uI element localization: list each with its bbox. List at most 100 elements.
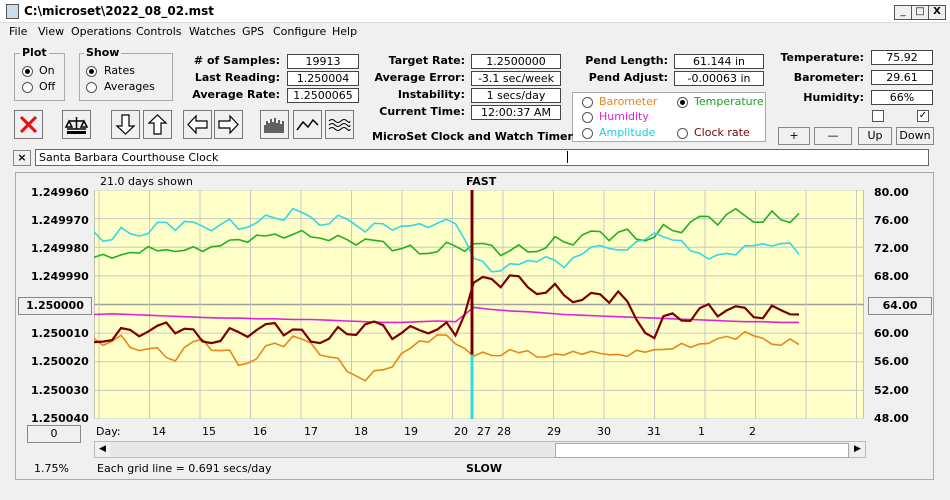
plot-off-radio[interactable] <box>22 82 33 93</box>
menu-operations[interactable]: Operations <box>71 25 132 38</box>
text-cursor <box>567 151 568 163</box>
y-right-tick: 48.00 <box>874 412 909 425</box>
last-reading-value: 1.250004 <box>287 71 359 86</box>
horizontal-scrollbar[interactable]: ◀ ▶ <box>94 441 866 458</box>
minimize-button[interactable]: _ <box>894 5 912 20</box>
clock-name-input[interactable]: Santa Barbara Courthouse Clock <box>35 149 929 166</box>
calibrate-button[interactable] <box>62 110 91 139</box>
instability-label: Instability: <box>397 88 465 101</box>
checkbox-left[interactable] <box>872 110 884 122</box>
y-right-tick: 60.00 <box>874 327 909 340</box>
temperature-radio[interactable] <box>677 97 688 108</box>
show-averages-radio[interactable] <box>86 82 97 93</box>
x-tick: 2 <box>749 425 756 438</box>
y-right-tick: 68.00 <box>874 270 909 283</box>
window-title: C:\microset\2022_08_02.mst <box>24 4 215 18</box>
y-left-tick: 1.250020 <box>31 355 89 368</box>
humidity-radio[interactable] <box>582 112 593 123</box>
zero-box[interactable]: 0 <box>27 425 81 443</box>
x-tick: 20 <box>454 425 468 438</box>
grid-note: Each grid line = 0.691 secs/day <box>97 462 272 475</box>
target-rate-value: 1.2500000 <box>471 54 561 69</box>
histogram-button[interactable] <box>260 110 289 139</box>
y-right-tick: 76.00 <box>874 214 909 227</box>
x-tick: 14 <box>152 425 166 438</box>
rate-series-line <box>94 274 800 345</box>
x-tick: 29 <box>547 425 561 438</box>
rate-chart[interactable] <box>94 190 864 419</box>
pend-adjust-label: Pend Adjust: <box>588 71 668 84</box>
menu-help[interactable]: Help <box>332 25 358 38</box>
menu-view[interactable]: View <box>38 25 65 38</box>
show-group <box>79 53 173 101</box>
menu-gps[interactable]: GPS <box>242 25 265 38</box>
red-x-icon <box>19 115 38 134</box>
y-right-tick: 52.00 <box>874 384 909 397</box>
average-error-label: Average Error: <box>374 71 465 84</box>
line-plot-button[interactable] <box>293 110 322 139</box>
scroll-right-arrow[interactable]: ▶ <box>850 442 865 457</box>
down-button[interactable]: Down <box>896 127 934 145</box>
show-rates-radio[interactable] <box>86 66 97 77</box>
samples-label: # of Samples: <box>193 54 280 67</box>
show-averages-label: Averages <box>104 80 155 93</box>
y-left-tick: 1.250010 <box>31 327 89 340</box>
line-graph-icon <box>296 118 319 131</box>
scroll-up-button[interactable] <box>143 110 172 139</box>
show-group-title: Show <box>84 46 122 59</box>
menu-file[interactable]: File <box>9 25 28 38</box>
menu-configure[interactable]: Configure <box>273 25 327 38</box>
y-right-tick: 80.00 <box>874 186 909 199</box>
arrow-up-icon <box>147 114 168 135</box>
app-caption: MicroSet Clock and Watch Timer <box>372 130 573 143</box>
current-time-label: Current Time: <box>379 105 465 118</box>
menu-watches[interactable]: Watches <box>189 25 236 38</box>
x-tick: 27 <box>477 425 491 438</box>
barometer-radio[interactable] <box>582 97 593 108</box>
scroll-thumb[interactable] <box>555 443 849 458</box>
fast-label: FAST <box>466 175 497 188</box>
arrow-down-icon <box>115 114 136 135</box>
x-tick: 28 <box>497 425 511 438</box>
clock-rate-radio[interactable] <box>677 128 688 139</box>
percent-label: 1.75% <box>34 462 69 475</box>
humidity-label: Humidity: <box>803 91 864 104</box>
close-button[interactable]: X <box>928 5 946 20</box>
zoom-in-button[interactable]: + <box>778 127 810 145</box>
scroll-down-button[interactable] <box>111 110 140 139</box>
histogram-icon <box>264 118 284 133</box>
checkbox-right[interactable]: ✓ <box>917 110 929 122</box>
plot-on-radio[interactable] <box>22 66 33 77</box>
scroll-right-button[interactable] <box>214 110 243 139</box>
plot-group <box>14 53 65 101</box>
left-scale-box[interactable]: 1.250000 <box>18 297 92 315</box>
x-tick: 19 <box>404 425 418 438</box>
slow-label: SLOW <box>466 462 503 475</box>
days-shown-label: 21.0 days shown <box>100 175 193 188</box>
scroll-left-button[interactable] <box>183 110 212 139</box>
menu-bar: File View Operations Controls Watches GP… <box>0 23 950 41</box>
scroll-left-arrow[interactable]: ◀ <box>95 442 110 457</box>
last-reading-label: Last Reading: <box>194 71 280 84</box>
y-right-tick: 72.00 <box>874 242 909 255</box>
y-right-tick: 56.00 <box>874 355 909 368</box>
y-left-tick: 1.249980 <box>31 242 89 255</box>
amplitude-radio[interactable] <box>582 128 593 139</box>
temperature-option: Temperature <box>694 95 764 108</box>
pend-length-label: Pend Length: <box>585 54 668 67</box>
clear-clock-button[interactable]: × <box>13 150 31 166</box>
right-scale-box[interactable]: 64.00 <box>868 297 932 315</box>
day-label: Day: <box>96 425 121 438</box>
zoom-out-button[interactable]: — <box>814 127 852 145</box>
up-button[interactable]: Up <box>858 127 892 145</box>
maximize-button[interactable]: □ <box>911 5 929 20</box>
temperature-series-line <box>94 207 800 259</box>
y-left-tick: 1.250040 <box>31 412 89 425</box>
wave-plot-button[interactable] <box>325 110 354 139</box>
barometer-option: Barometer <box>599 95 658 108</box>
app-icon <box>6 4 19 19</box>
menu-controls[interactable]: Controls <box>136 25 182 38</box>
clock-name-text: Santa Barbara Courthouse Clock <box>39 151 219 164</box>
cancel-button[interactable] <box>14 110 43 139</box>
average-rate-label: Average Rate: <box>192 88 280 101</box>
